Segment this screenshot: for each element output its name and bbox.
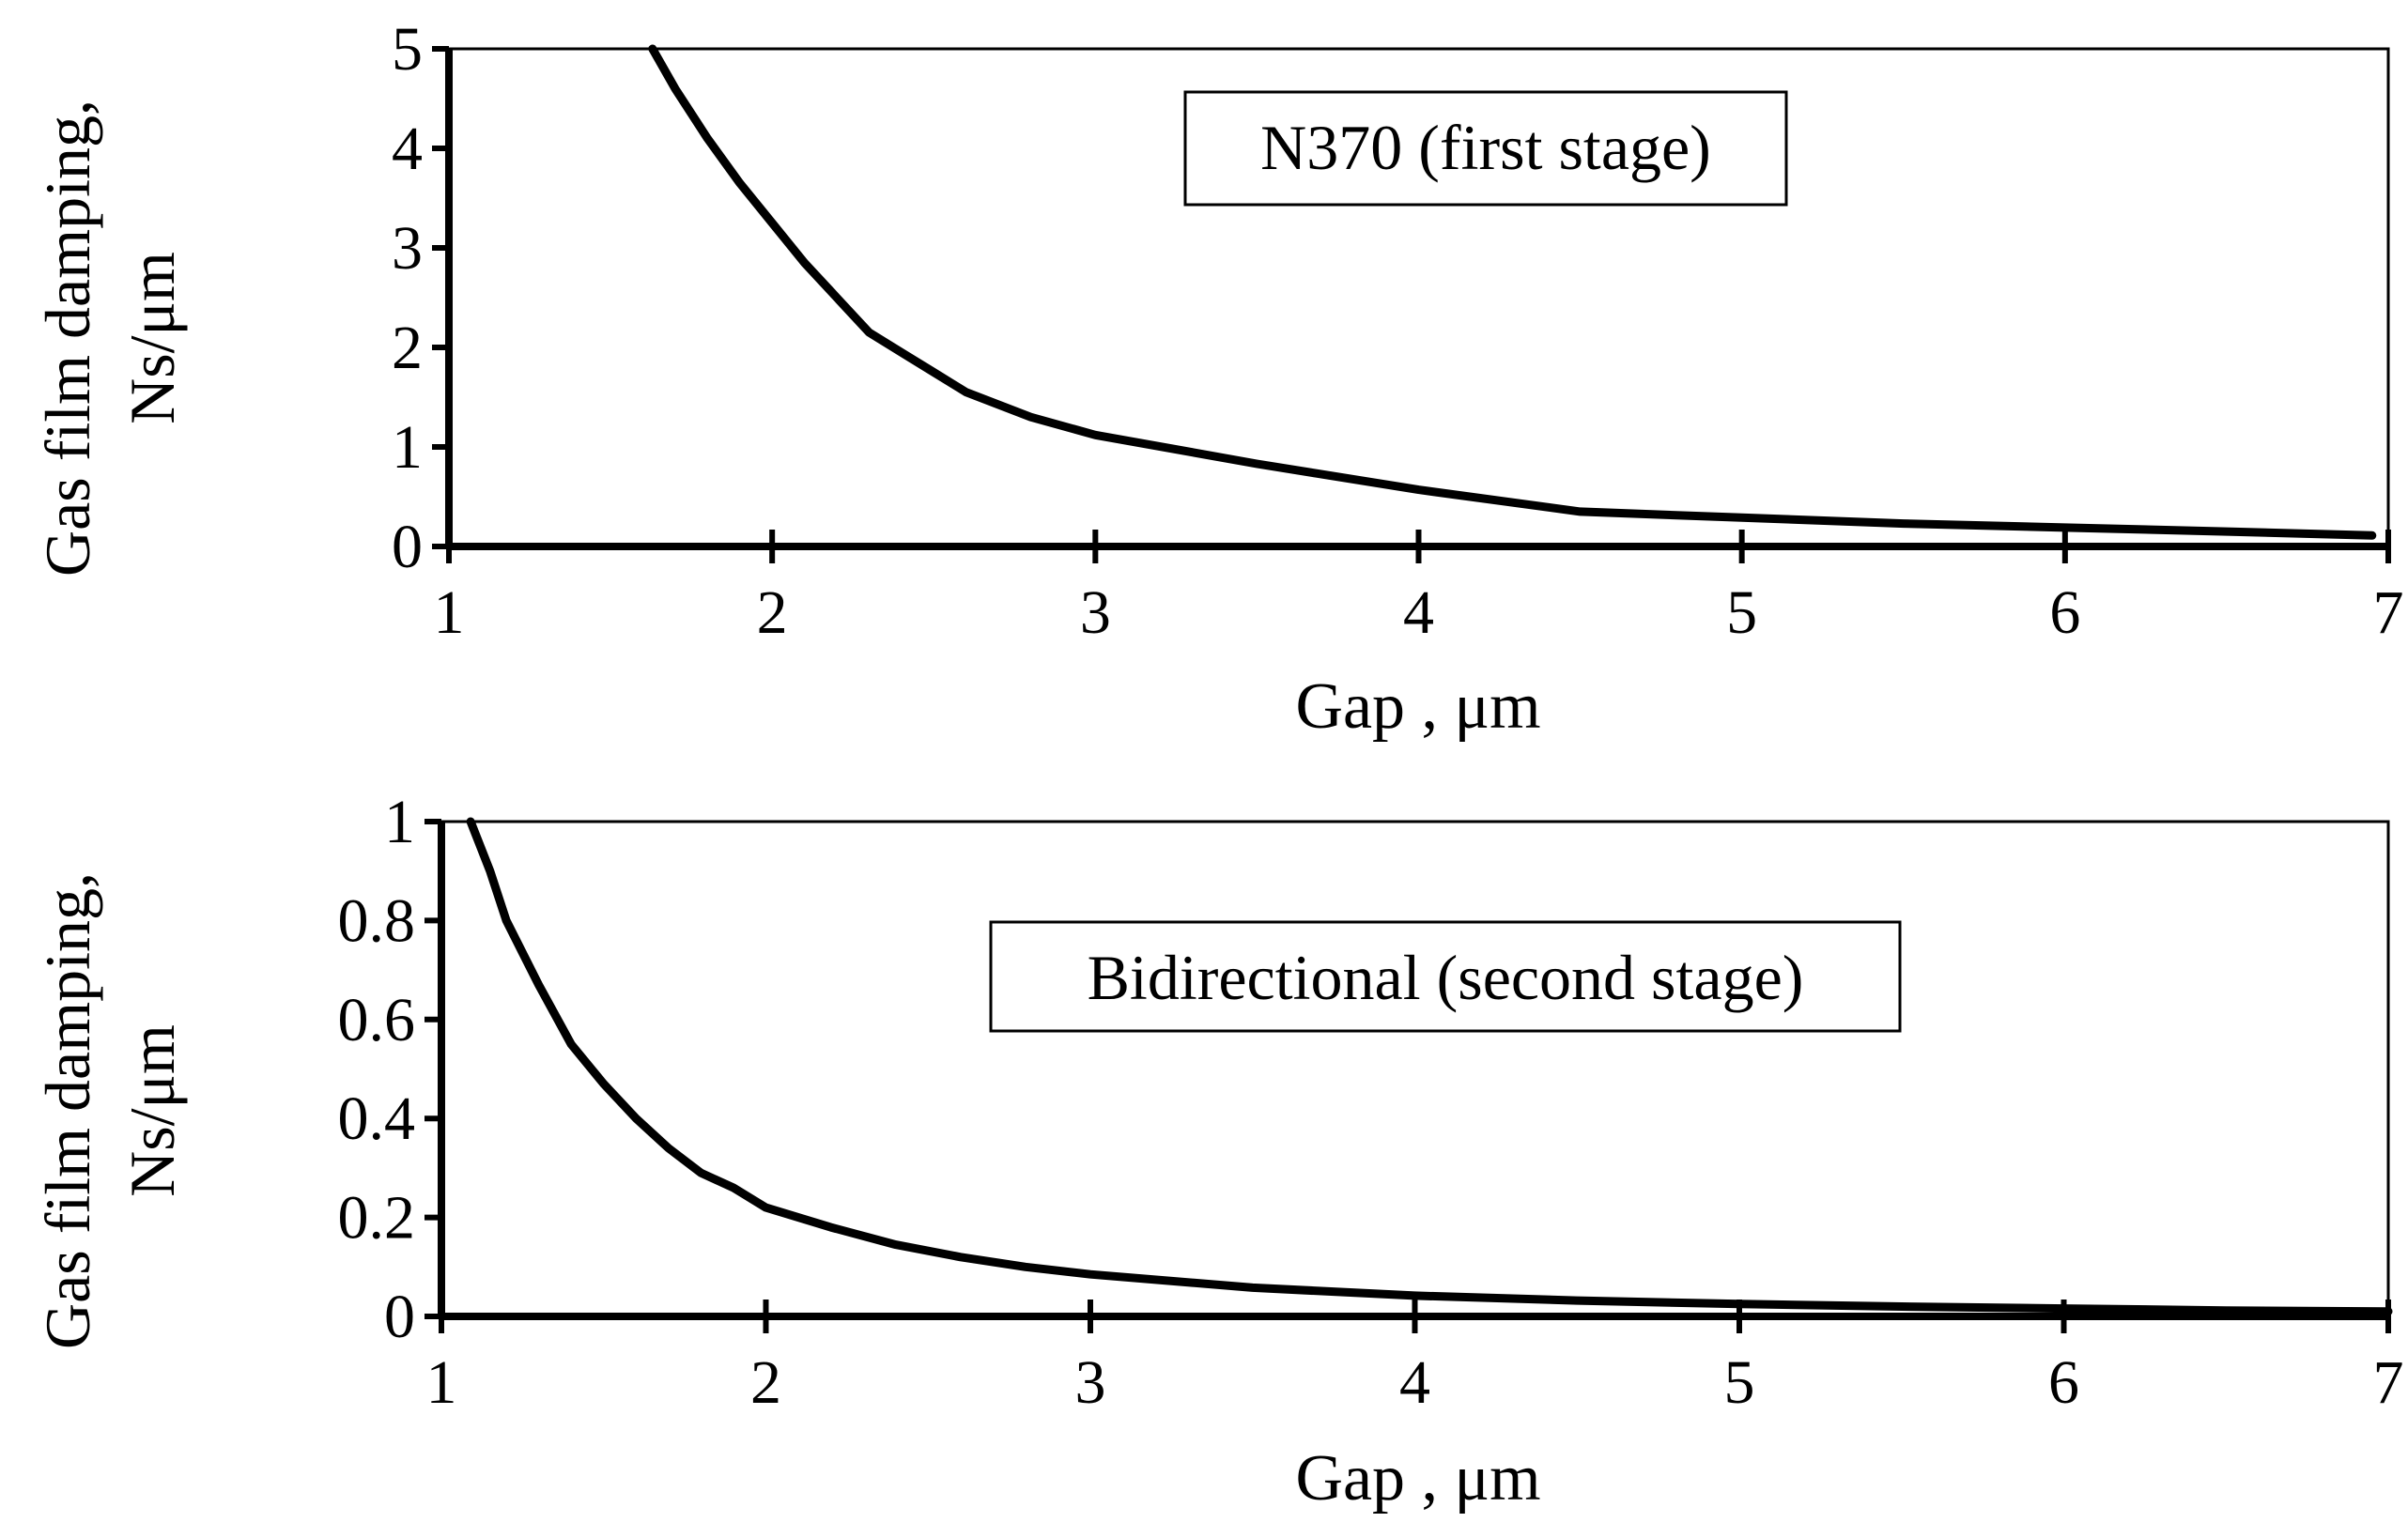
x-tick-label: 6	[2049, 578, 2080, 647]
plot-area-frame	[440, 820, 2390, 1318]
y-tick-label: 5	[392, 15, 423, 84]
x-tick-label: 3	[1075, 1348, 1106, 1417]
y-tick-label: 0.6	[338, 986, 416, 1054]
y-tick-label: 0	[384, 1283, 415, 1351]
damping-curve-second-stage	[466, 817, 2393, 1316]
y-tick-label: 2	[392, 314, 423, 382]
y-axis-label-line1: Gas film damping,	[32, 872, 103, 1349]
x-tick-label: 4	[1403, 578, 1434, 647]
y-ticks: 0 1 2 3 4 5	[392, 15, 449, 581]
x-tick-label: 4	[1399, 1348, 1430, 1417]
y-axis-label-line1: Gas film damping,	[32, 100, 103, 577]
y-ticks: 0 0.2 0.4 0.6 0.8 1	[338, 788, 441, 1351]
y-tick-label: 1	[392, 413, 423, 482]
annotation-box	[1183, 90, 1788, 207]
annotation-label: Bidirectional (second stage)	[1088, 942, 1804, 1013]
y-tick-label: 0	[392, 513, 423, 581]
y-axis-label-line2: Ns/μm	[116, 252, 188, 424]
x-ticks: 1 2 3 4 5 6 7	[434, 530, 2404, 647]
y-tick-label: 3	[392, 214, 423, 283]
x-axis-label: Gap , μm	[1295, 670, 1540, 743]
annotation-label: N370 (first stage)	[1260, 112, 1711, 183]
y-tick-label: 0.8	[338, 886, 416, 955]
x-tick-label: 3	[1080, 578, 1111, 647]
x-tick-label: 5	[1724, 1348, 1755, 1417]
y-tick-label: 0.2	[338, 1184, 416, 1253]
x-tick-label: 7	[2373, 578, 2404, 647]
x-axis-label: Gap , μm	[1295, 1442, 1540, 1515]
x-tick-label: 6	[2048, 1348, 2079, 1417]
x-tick-label: 5	[1726, 578, 1757, 647]
x-tick-label: 2	[757, 578, 788, 647]
y-tick-label: 4	[392, 115, 423, 183]
y-tick-label: 1	[384, 788, 415, 856]
x-ticks: 1 2 3 4 5 6 7	[426, 1300, 2404, 1417]
x-tick-label: 2	[750, 1348, 781, 1417]
x-tick-label: 1	[426, 1348, 457, 1417]
damping-curve-first-stage	[648, 44, 2377, 540]
y-tick-label: 0.4	[338, 1084, 416, 1153]
x-tick-label: 7	[2373, 1348, 2404, 1417]
annotation-box	[989, 920, 1902, 1033]
x-tick-label: 1	[434, 578, 465, 647]
y-axis-label-line2: Ns/μm	[116, 1024, 188, 1197]
chart-second-stage: 0 0.2 0.4 0.6 0.8 1 1 2 3 4 5 6 7 Bidirectional (se…	[32, 788, 2404, 1515]
